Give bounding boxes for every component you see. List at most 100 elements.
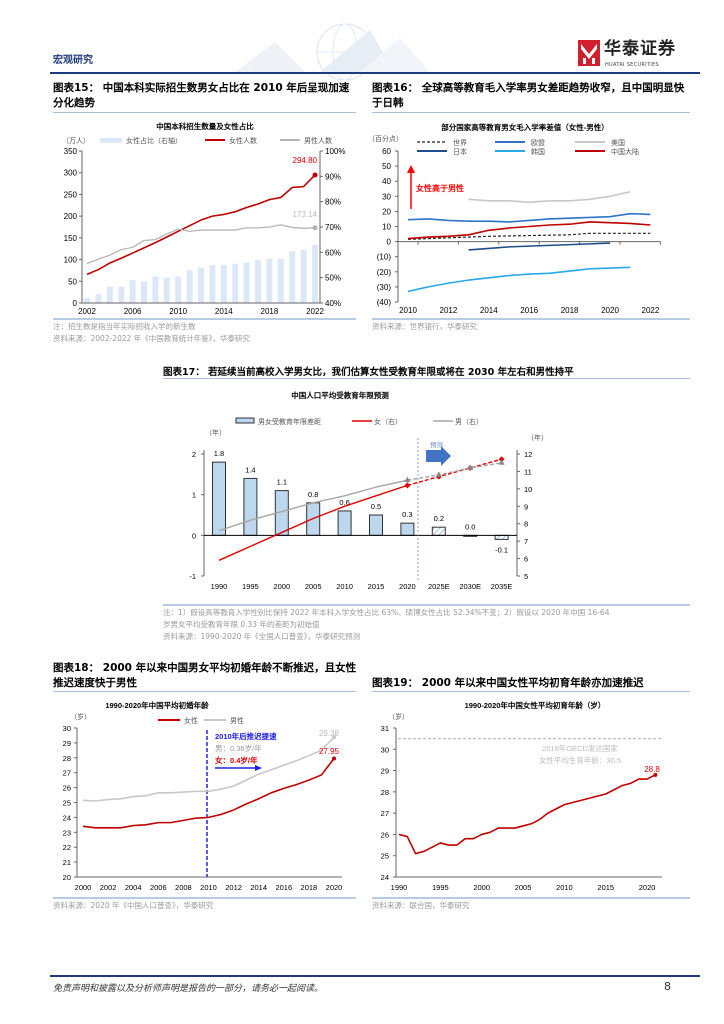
y2-tick-label: 11 <box>524 467 532 476</box>
annotation-text: 女性高于男性 <box>416 183 464 193</box>
y-tick-label: 29 <box>381 767 389 776</box>
y-tick-label: 30 <box>381 745 389 754</box>
y-tick-label: 30 <box>63 724 71 733</box>
annotation-female-rate: 女：0.4岁/年 <box>215 755 258 765</box>
y-tick-label: 2 <box>192 450 196 459</box>
x-tick-label: 2008 <box>175 883 192 892</box>
figure-17-source: 资料来源：1990-2020 年《全国人口普查》，华泰研究预测 <box>163 632 361 641</box>
figure-17-bottom-rule <box>163 604 690 606</box>
chart-title: 部分国家高等教育男女毛入学率差值（女性-男性） <box>441 122 609 132</box>
series-line-5 <box>407 221 651 240</box>
y2-tick-label: 100% <box>325 147 345 156</box>
figure-17-caption-rule <box>163 378 690 379</box>
figure-17-note-1: 注：1）假设高等教育入学性别比保持 2022 年本科入学女性占比 63%、硕博女… <box>163 608 610 617</box>
x-tick-label: 2006 <box>150 883 167 892</box>
reference-label-2: 女性平均生育年龄：30.5 <box>539 755 621 765</box>
y-tick-label: 20 <box>382 207 391 216</box>
category-label: 2015 <box>368 582 385 591</box>
y-tick-label: 26 <box>381 830 389 839</box>
bar-female-share <box>209 265 216 303</box>
series-line-0 <box>407 232 651 240</box>
y-tick-label: 20 <box>63 873 71 882</box>
bar-value-label: 0.0 <box>465 522 475 531</box>
y-tick-label: 29 <box>63 739 71 748</box>
logo-text-en: HUATAI SECURITIES <box>605 62 659 68</box>
x-tick-label: 2002 <box>100 883 117 892</box>
y2-tick-label: 10 <box>524 485 532 494</box>
x-tick-label: 2016 <box>275 883 292 892</box>
logo-mark-icon <box>578 40 600 66</box>
x-tick-label: 2015 <box>597 883 614 892</box>
legend-label: 世界 <box>453 138 467 147</box>
bar-value-label: 1.8 <box>214 449 224 458</box>
page-number: 8 <box>664 980 671 993</box>
legend-label-female: 女性 <box>184 716 198 725</box>
category-label: 2020 <box>399 582 416 591</box>
marker-male <box>467 464 474 470</box>
x-tick-label: 2012 <box>440 306 458 315</box>
series-line-3 <box>468 242 611 251</box>
legend-label: 欧盟 <box>531 138 545 147</box>
series-line-male <box>86 224 316 265</box>
bar-female-share <box>220 265 227 303</box>
y-tick-label: 30 <box>382 192 391 201</box>
legend-label: 中国大陆 <box>611 147 639 156</box>
data-label-latest: 28.8 <box>644 765 660 774</box>
footer-disclaimer: 免责声明和披露以及分析师声明是报告的一部分，请务必一起阅读。 <box>53 984 324 994</box>
y-tick-label: 23 <box>63 828 71 837</box>
figure-16-bottom-rule <box>372 318 690 320</box>
x-tick-label: 2018 <box>261 307 279 316</box>
x-tick-label: 2010 <box>556 883 573 892</box>
y-tick-label: 50 <box>382 162 391 171</box>
y-tick-label: 25 <box>381 852 389 861</box>
footer-divider <box>50 975 700 977</box>
figure-19-bottom-rule <box>372 897 690 899</box>
y-tick-label: 10 <box>382 223 391 232</box>
figure-19-source: 资料来源：联合国，华泰研究 <box>372 901 470 910</box>
y-tick-label: (40) <box>377 298 392 307</box>
annotation-title: 2010年后推迟提速 <box>215 731 277 741</box>
y-tick-label: 26 <box>63 784 71 793</box>
y2-tick-label: 5 <box>524 572 528 581</box>
x-tick-label: 2018 <box>561 306 579 315</box>
header-divider <box>50 72 700 74</box>
legend-label-female: 女（右） <box>374 417 402 426</box>
figure-19-caption: 图表19： 2000 年以来中国女性平均初育年龄亦加速推迟 <box>372 677 644 689</box>
bar-female-share <box>243 262 250 303</box>
y-tick-label: 1 <box>192 491 196 500</box>
legend-label-gap: 男女受教育年限差距 <box>258 417 321 426</box>
figure-17-caption: 图表17： 若延续当前高校入学男女比，我们估算女性受教育年限或将在 2030 年… <box>163 367 574 378</box>
bar-value-label: 1.1 <box>277 478 287 487</box>
figure-16-caption-rule <box>372 112 690 113</box>
y-tick-label: 50 <box>68 277 77 286</box>
y-tick-label: 25 <box>63 799 71 808</box>
y-tick-label: 350 <box>64 147 78 156</box>
bar-female-share <box>277 258 284 303</box>
marker-male <box>435 471 442 477</box>
bar-value-label: 0.3 <box>402 510 412 519</box>
x-tick-label: 1990 <box>391 883 408 892</box>
end-marker-female <box>312 172 318 178</box>
figure-18-source: 资料来源：2020 年《中国人口普查》，华泰研究 <box>53 901 214 910</box>
x-tick-label: 2016 <box>520 306 538 315</box>
y-axis-unit: （岁） <box>70 712 91 721</box>
header-globe-decoration <box>235 23 430 81</box>
bar-female-share <box>95 294 102 303</box>
figure-18-caption: 图表18： 2000 年以来中国男女平均初婚年龄不断推迟，且女性推迟速度快于男性 <box>53 662 357 689</box>
x-tick-label: 2014 <box>480 306 498 315</box>
chart-title: 中国本科招生数量及女性占比 <box>156 121 254 131</box>
y-tick-label: 24 <box>381 873 389 882</box>
data-label-female: 294.80 <box>293 156 318 165</box>
marker-male <box>404 476 411 483</box>
x-tick-label: 2010 <box>200 883 217 892</box>
figure-15-note: 注：招生数是指当年实际招收入学的新生数 <box>53 322 196 331</box>
x-tick-label: 2018 <box>301 883 318 892</box>
bar-female-share <box>163 277 170 303</box>
bar-female-share <box>118 286 125 303</box>
y-tick-label: 27 <box>63 769 71 778</box>
section-label: 宏观研究 <box>53 55 93 66</box>
y-axis-unit: （万人） <box>62 137 90 145</box>
y-tick-label: 200 <box>64 212 78 221</box>
series-line-forecast-male <box>407 462 502 481</box>
